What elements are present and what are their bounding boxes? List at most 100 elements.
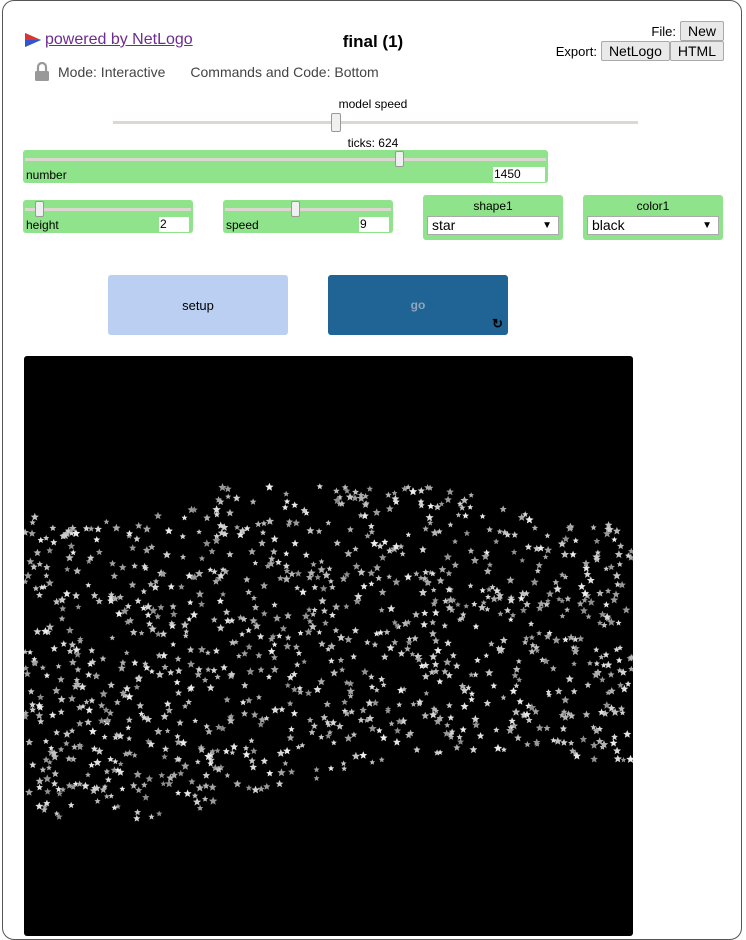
turtle-star <box>337 656 345 664</box>
turtle-star <box>449 652 457 659</box>
export-netlogo-button[interactable]: NetLogo <box>600 41 670 61</box>
turtle-star <box>613 754 622 763</box>
turtle-star <box>479 513 486 519</box>
turtle-star <box>103 518 110 525</box>
turtle-star <box>413 570 420 577</box>
turtle-star <box>527 703 537 712</box>
turtle-star <box>445 569 453 577</box>
turtle-star <box>71 743 78 750</box>
turtle-star <box>340 760 347 767</box>
turtle-star <box>480 599 487 606</box>
turtle-star <box>323 700 331 708</box>
turtle-star <box>35 802 44 810</box>
slider-thumb[interactable] <box>395 151 404 167</box>
shape1-chooser[interactable]: shape1 star ▼ <box>423 195 563 240</box>
turtle-star <box>370 539 379 548</box>
slider-track[interactable] <box>25 158 546 161</box>
slider-thumb[interactable] <box>35 201 44 217</box>
turtle-star <box>564 606 571 613</box>
dropdown-arrow-icon[interactable]: ▼ <box>702 220 712 231</box>
commands-code-label[interactable]: Commands and Code: Bottom <box>190 64 379 80</box>
slider-value[interactable]: 1450 <box>493 167 545 182</box>
turtle-star <box>430 528 439 537</box>
turtle-star <box>224 772 231 778</box>
turtle-star <box>593 646 600 653</box>
world-view[interactable] <box>24 356 633 936</box>
turtle-star <box>568 739 575 746</box>
new-button[interactable]: New <box>679 21 724 41</box>
turtle-star <box>306 716 314 723</box>
turtle-star <box>53 810 60 816</box>
slider-track[interactable] <box>25 208 191 211</box>
powered-by-link[interactable]: powered by NetLogo <box>45 31 193 48</box>
turtle-star <box>112 734 119 741</box>
turtle-star <box>577 582 586 590</box>
turtle-star <box>429 619 437 626</box>
speed-slider[interactable]: speed 9 <box>223 200 393 233</box>
turtle-star <box>29 761 37 768</box>
turtle-star <box>296 688 304 695</box>
turtle-star <box>561 713 570 721</box>
dropdown-arrow-icon[interactable]: ▼ <box>542 220 552 231</box>
turtle-star <box>519 606 528 614</box>
turtle-star <box>282 760 289 766</box>
turtle-star <box>500 694 507 701</box>
export-html-button[interactable]: HTML <box>669 41 724 61</box>
turtle-star <box>587 598 596 606</box>
powered-by[interactable]: powered by NetLogo <box>24 31 193 49</box>
slider-value[interactable]: 2 <box>159 217 189 232</box>
turtle-star <box>257 632 265 640</box>
turtle-star <box>570 687 578 695</box>
turtle-star <box>278 705 286 713</box>
height-slider[interactable]: height 2 <box>23 200 193 233</box>
turtle-star <box>48 745 55 751</box>
turtle-star <box>610 707 620 716</box>
turtle-star <box>436 678 444 685</box>
turtle-star <box>99 785 107 793</box>
turtle-star <box>405 639 413 646</box>
slider-value[interactable]: 9 <box>359 217 389 232</box>
go-button[interactable]: go ↻ <box>328 275 508 335</box>
number-slider[interactable]: number 1450 <box>23 150 548 183</box>
turtle-star <box>354 592 363 601</box>
turtle-star <box>373 563 382 572</box>
color1-select[interactable]: black ▼ <box>587 216 719 235</box>
slider-thumb[interactable] <box>291 201 300 217</box>
turtle-star <box>271 601 278 608</box>
setup-button[interactable]: setup <box>108 275 288 335</box>
color1-chooser[interactable]: color1 black ▼ <box>583 195 723 240</box>
turtle-star <box>237 614 244 621</box>
turtle-star <box>24 648 29 655</box>
turtle-star <box>456 733 463 740</box>
turtle-star <box>418 662 426 669</box>
turtle-star <box>55 663 62 669</box>
turtle-star <box>26 557 35 565</box>
turtle-star <box>619 668 628 676</box>
turtle-star <box>317 677 326 686</box>
turtle-star <box>308 622 317 631</box>
turtle-star <box>314 573 322 581</box>
turtle-star <box>604 660 613 669</box>
turtle-star <box>205 649 211 656</box>
model-speed-thumb[interactable] <box>331 113 341 132</box>
turtle-star <box>71 529 81 538</box>
turtle-star <box>339 574 348 583</box>
turtle-star <box>419 545 427 553</box>
lock-icon[interactable] <box>34 62 50 82</box>
turtle-star <box>627 547 633 555</box>
turtle-star <box>202 539 211 547</box>
slider-track[interactable] <box>225 208 391 211</box>
shape1-select[interactable]: star ▼ <box>427 216 559 235</box>
turtle-star <box>447 733 455 740</box>
turtle-star <box>284 611 292 620</box>
turtle-star <box>300 506 309 514</box>
turtle-star <box>260 581 269 590</box>
turtle-star <box>347 526 354 533</box>
turtle-star <box>162 745 170 753</box>
turtle-star <box>151 583 160 591</box>
turtle-star <box>427 569 434 576</box>
turtle-star <box>601 709 609 717</box>
turtle-star <box>579 735 588 743</box>
turtle-star <box>245 643 253 650</box>
model-speed-slider[interactable] <box>113 121 638 124</box>
